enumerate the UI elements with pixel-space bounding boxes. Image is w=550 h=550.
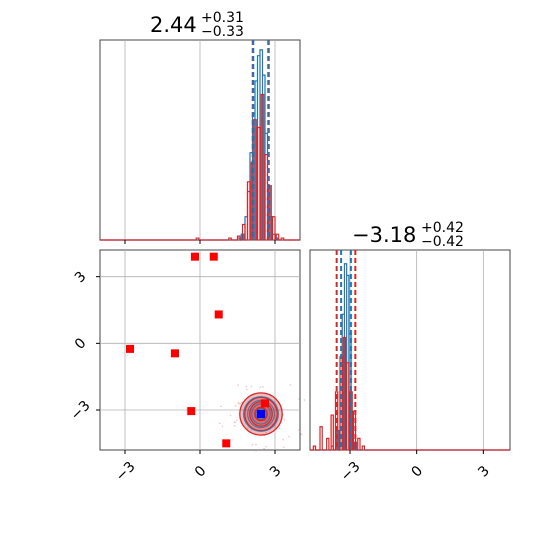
bottom-left-sample-dot <box>229 414 232 417</box>
bottom-left-marker-red-0 <box>191 252 199 261</box>
bottom-left-xtick-label-0: −3 <box>113 459 139 485</box>
bottom-left-contour-blue-0 <box>243 396 279 432</box>
bottom-left-ytick-label-0: −3 <box>68 398 94 424</box>
bottom-left-sample-dot <box>255 443 257 446</box>
bottom-left-ytick-label-2: 3 <box>72 269 90 287</box>
bottom-left-sample-dot <box>278 427 281 429</box>
bottom-left-sample-dot <box>300 433 303 436</box>
bottom-left-marker-red-3 <box>126 344 134 353</box>
bottom-left-sample-dot <box>282 446 285 449</box>
bottom-left-sample-dot <box>265 431 267 434</box>
bottom-left-sample-dot <box>220 405 222 408</box>
bottom-left-marker-red-2 <box>214 310 223 319</box>
bottom-left-contour-blue-3 <box>255 407 267 421</box>
bottom-left-xtick-label-1: 0 <box>192 463 210 481</box>
bottom-left-sample-dot <box>283 418 286 421</box>
bottom-left-sample-dot <box>298 398 300 400</box>
bottom-left-sample-dot <box>265 445 268 448</box>
bottom-left-sample-dot <box>288 435 290 438</box>
bottom-left-marker-red-6 <box>222 439 231 448</box>
title-top-left-plus: +0.31 <box>201 10 244 26</box>
bottom-left-sample-dot <box>245 385 248 388</box>
bottom-left-ytick-label-1: 0 <box>72 335 90 353</box>
bottom-left-sample-dot <box>298 429 300 432</box>
bottom-left-sample-dot <box>299 430 302 433</box>
bottom-left-sample-dot <box>221 425 224 428</box>
bottom-left-sample-dot <box>234 421 237 424</box>
bottom-left-xtick-label-2: 3 <box>267 463 285 481</box>
bottom-left-sample-dot <box>255 450 257 452</box>
bottom-left-sample-dot <box>289 384 292 386</box>
bottom-right-hist-red <box>310 336 510 451</box>
title-top-left-minus: −0.33 <box>201 24 244 40</box>
bottom-right-xtick-label-2: 3 <box>475 463 493 481</box>
title-bottom-right-minus: −0.42 <box>421 234 464 250</box>
bottom-left-sample-dot <box>282 438 284 441</box>
bottom-right-xtick-label-0: −3 <box>338 459 364 485</box>
bottom-left-sample-dot <box>250 385 253 388</box>
bottom-left-marker-red-4 <box>171 349 179 358</box>
title-bottom-right-median: −3.18 <box>352 223 416 247</box>
bottom-left-sample-dot <box>239 402 242 405</box>
bottom-left-sample-dot <box>234 405 237 407</box>
bottom-left-marker-red-5 <box>187 407 196 416</box>
bottom-left-sample-dot <box>235 419 238 422</box>
bottom-left-sample-dot <box>262 385 264 388</box>
bottom-left-sample-dot <box>259 386 262 388</box>
bottom-left-sample-dot <box>251 443 254 446</box>
bottom-right-xtick-label-1: 0 <box>409 463 427 481</box>
bottom-left-sample-dot <box>271 423 273 426</box>
bottom-left-sample-dot <box>237 384 239 386</box>
bottom-left-sample-dot <box>264 419 267 422</box>
title-bottom-right-plus: +0.42 <box>421 220 464 236</box>
bottom-left-sample-dot <box>237 402 239 404</box>
title-top-left-median: 2.44 <box>150 13 197 37</box>
bottom-left-marker-blue-0 <box>257 410 265 418</box>
bottom-left-marker-red-1 <box>209 252 218 261</box>
top-left-hist-red <box>100 93 300 241</box>
bottom-left-sample-dot <box>218 422 221 425</box>
bottom-left-marker-red-7 <box>261 399 269 408</box>
bottom-left-sample-dot <box>250 429 252 431</box>
bottom-left-sample-dot <box>247 427 249 429</box>
bottom-left-sample-dot <box>245 388 248 391</box>
bottom-left-sample-dot <box>282 413 285 416</box>
bottom-left-sample-dot <box>263 447 265 450</box>
bottom-left-sample-dot <box>233 424 236 427</box>
bottom-left-sample-dot <box>303 399 306 401</box>
